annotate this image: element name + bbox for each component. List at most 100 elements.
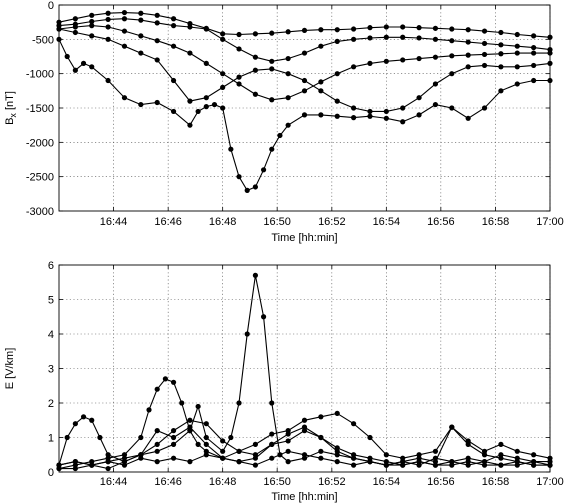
data-point — [367, 35, 373, 41]
data-point — [334, 71, 340, 77]
data-point — [220, 71, 226, 77]
x-tick-label: 16:48 — [209, 216, 237, 228]
data-point — [432, 101, 439, 108]
data-point — [498, 29, 504, 36]
data-point — [252, 272, 258, 278]
y-tick-label: -1000 — [26, 69, 54, 81]
data-point — [105, 465, 111, 472]
data-point — [195, 403, 201, 410]
series-3 — [56, 272, 553, 468]
data-point — [105, 24, 111, 30]
data-point — [220, 105, 226, 111]
data-point — [203, 60, 209, 66]
data-point — [252, 91, 258, 97]
data-point — [449, 424, 455, 430]
data-point — [105, 459, 111, 465]
data-point — [252, 462, 258, 468]
data-point — [236, 174, 242, 180]
data-point — [400, 57, 406, 63]
data-point — [285, 448, 291, 454]
x-tick-label: 16:56 — [427, 216, 455, 228]
data-point — [301, 112, 308, 118]
data-point — [400, 34, 406, 40]
data-point — [203, 95, 209, 101]
data-point — [531, 62, 537, 69]
data-point — [154, 386, 160, 392]
x-axis-label: Time [hh:min] — [271, 232, 337, 244]
x-tick-label: 17:00 — [536, 476, 564, 488]
data-point — [481, 105, 488, 111]
data-point — [89, 12, 95, 18]
data-point — [269, 146, 275, 152]
data-point — [351, 452, 357, 458]
data-point — [318, 79, 324, 85]
x-tick-label: 16:50 — [263, 216, 291, 228]
data-point — [351, 26, 357, 32]
y-tick-label: 3 — [48, 364, 54, 376]
data-point — [252, 452, 258, 458]
data-point — [383, 459, 389, 465]
data-point — [220, 84, 226, 90]
data-point — [449, 53, 455, 59]
data-point — [318, 27, 324, 33]
data-point — [252, 67, 258, 73]
data-point — [432, 25, 439, 31]
data-point — [260, 314, 267, 320]
data-point — [89, 417, 95, 423]
data-point — [334, 445, 340, 451]
data-point — [351, 115, 357, 121]
x-axis-label: Time [hh:min] — [271, 491, 337, 503]
data-point — [121, 43, 128, 49]
data-point — [432, 81, 439, 87]
data-point — [72, 16, 78, 22]
data-point — [154, 459, 160, 465]
data-point — [236, 46, 242, 52]
data-point — [138, 50, 144, 56]
data-point — [351, 36, 357, 42]
data-point — [351, 64, 357, 70]
data-point — [138, 434, 144, 441]
data-point — [498, 462, 504, 468]
data-point — [531, 50, 537, 56]
y-tick-label: 6 — [48, 260, 54, 272]
data-point — [72, 29, 78, 36]
data-point — [228, 146, 234, 152]
data-point — [105, 10, 111, 16]
data-point — [301, 417, 308, 423]
data-point — [400, 119, 406, 125]
data-point — [154, 99, 160, 106]
data-point — [514, 455, 520, 461]
data-point — [170, 441, 177, 447]
data-point — [138, 33, 144, 39]
data-point — [187, 24, 193, 30]
data-point — [187, 417, 193, 423]
data-point — [64, 53, 70, 60]
data-point — [252, 54, 258, 60]
data-point — [432, 54, 439, 60]
data-point — [187, 428, 193, 434]
data-point — [121, 95, 128, 101]
data-point — [187, 122, 193, 128]
data-point — [72, 459, 78, 465]
data-point — [465, 27, 471, 33]
data-point — [80, 60, 87, 66]
data-point — [244, 331, 250, 337]
series-4 — [56, 26, 553, 115]
data-point — [236, 31, 242, 38]
data-point — [260, 167, 267, 173]
data-point — [416, 112, 422, 118]
data-point — [367, 455, 373, 461]
data-point — [498, 51, 504, 57]
data-point — [531, 33, 537, 39]
data-point — [170, 16, 177, 22]
bx-chart-panel: 16:44 16:46 16:48 16:50 16:52 16:54 16:56 16:58… — [4, 0, 564, 244]
series-line — [58, 275, 550, 466]
data-point — [383, 115, 389, 121]
x-tick-label: 16:56 — [427, 476, 455, 488]
x-tick-label: 16:58 — [482, 216, 510, 228]
x-tick-label: 16:52 — [318, 216, 346, 228]
data-point — [498, 64, 504, 70]
x-tick-label: 17:00 — [536, 216, 564, 228]
data-point — [383, 108, 389, 115]
series-5 — [56, 36, 553, 193]
